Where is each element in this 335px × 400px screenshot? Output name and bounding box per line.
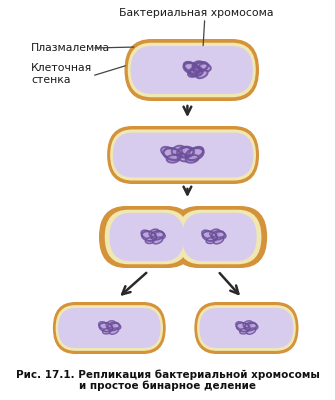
FancyBboxPatch shape — [99, 206, 195, 268]
Ellipse shape — [149, 229, 159, 236]
Ellipse shape — [214, 237, 223, 244]
Ellipse shape — [193, 67, 199, 73]
Text: Бактериальная хромосома: Бактериальная хромосома — [119, 8, 273, 18]
Ellipse shape — [166, 155, 180, 163]
Ellipse shape — [193, 61, 203, 68]
Ellipse shape — [216, 232, 226, 239]
Ellipse shape — [184, 62, 197, 71]
Ellipse shape — [247, 328, 256, 334]
Ellipse shape — [111, 323, 121, 330]
FancyBboxPatch shape — [172, 206, 267, 268]
Ellipse shape — [243, 321, 252, 328]
Ellipse shape — [202, 230, 213, 239]
FancyBboxPatch shape — [56, 305, 163, 351]
Ellipse shape — [161, 147, 175, 158]
Ellipse shape — [210, 229, 220, 236]
Ellipse shape — [145, 237, 155, 244]
Ellipse shape — [155, 232, 165, 239]
Ellipse shape — [153, 237, 163, 244]
Ellipse shape — [196, 70, 208, 78]
FancyBboxPatch shape — [125, 39, 259, 101]
FancyBboxPatch shape — [113, 133, 253, 177]
Text: и простое бинарное деление: и простое бинарное деление — [79, 380, 256, 391]
FancyBboxPatch shape — [110, 213, 184, 261]
Text: Рис. 17.1. Репликация бактериальной хромосомы: Рис. 17.1. Репликация бактериальной хром… — [15, 370, 319, 380]
FancyBboxPatch shape — [53, 302, 166, 354]
Ellipse shape — [106, 321, 115, 328]
Ellipse shape — [103, 328, 112, 334]
Text: Плазмалемма: Плазмалемма — [31, 43, 110, 53]
Ellipse shape — [182, 147, 193, 155]
Ellipse shape — [141, 230, 152, 239]
Ellipse shape — [240, 328, 249, 334]
Ellipse shape — [178, 154, 189, 162]
FancyBboxPatch shape — [182, 213, 257, 261]
Ellipse shape — [249, 323, 258, 330]
Ellipse shape — [189, 147, 203, 158]
FancyBboxPatch shape — [110, 130, 256, 180]
FancyBboxPatch shape — [128, 43, 256, 97]
Ellipse shape — [99, 322, 109, 330]
FancyBboxPatch shape — [131, 46, 253, 94]
Ellipse shape — [188, 70, 198, 77]
FancyBboxPatch shape — [107, 126, 259, 184]
Ellipse shape — [186, 155, 199, 163]
FancyBboxPatch shape — [200, 308, 293, 348]
Ellipse shape — [236, 322, 246, 330]
FancyBboxPatch shape — [58, 308, 160, 348]
Ellipse shape — [206, 237, 216, 244]
FancyBboxPatch shape — [197, 305, 296, 351]
Ellipse shape — [110, 328, 119, 334]
Ellipse shape — [199, 64, 211, 71]
FancyBboxPatch shape — [105, 210, 189, 264]
FancyBboxPatch shape — [194, 302, 298, 354]
Text: Клеточная
стенка: Клеточная стенка — [31, 63, 92, 85]
FancyBboxPatch shape — [177, 210, 261, 264]
Ellipse shape — [172, 146, 185, 155]
